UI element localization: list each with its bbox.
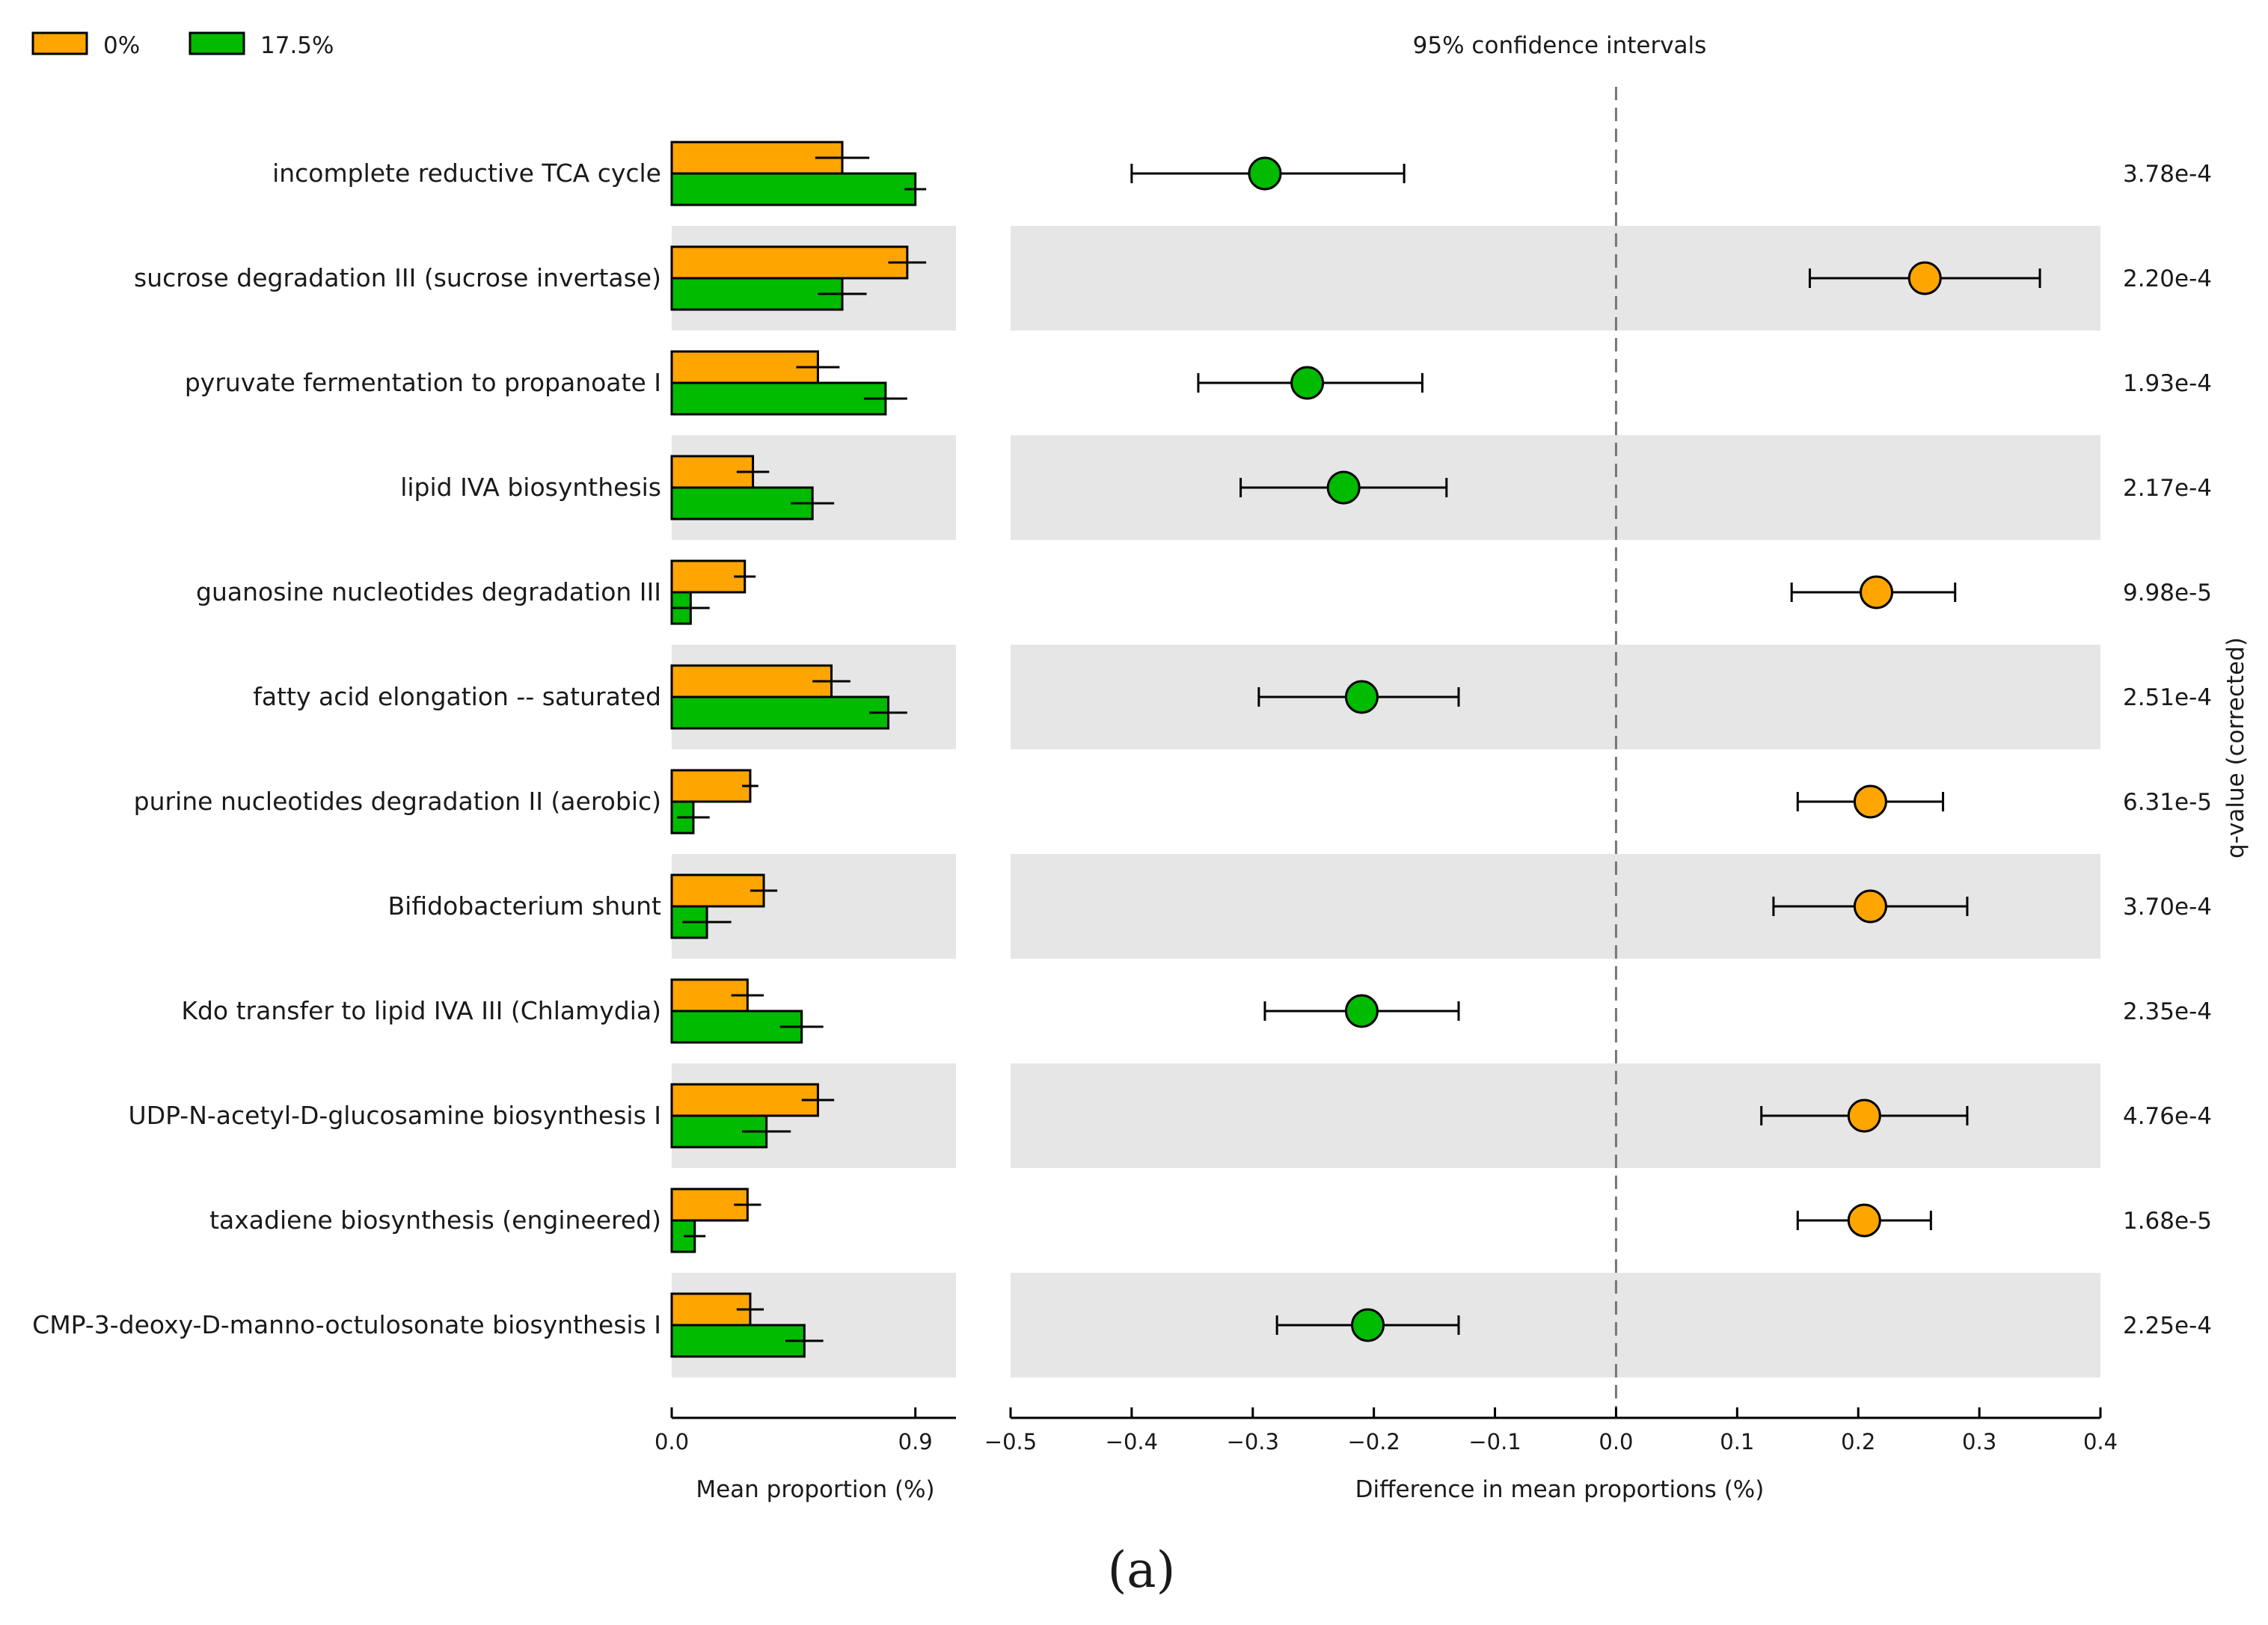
q-value-label: 2.51e-4 [2123,684,2212,711]
right-x-axis-label: Difference in mean proportions (%) [1355,1476,1765,1503]
row-band-right [1011,1273,2100,1377]
bar-0pct [670,559,747,594]
difference-point [1290,366,1325,400]
bar-0pct [670,1083,819,1117]
pathway-label: Kdo transfer to lipid IVA III (Chlamydia… [181,996,661,1025]
bar-0pct [670,664,833,698]
difference-point [1248,156,1282,191]
row-labels: incomplete reductive TCA cycle 3.78e-4 suc… [32,159,2212,1339]
axes: 0.0 0.9 −0.5 −0.4 −0.3 −0.2 −0.1 0.0 0.1 0.2 0.3 0.… [655,1407,2118,1454]
difference-point [1344,680,1379,714]
ci-title: 95% confidence intervals [1413,32,1707,59]
right-x-tick-label: 0.1 [1720,1429,1754,1454]
difference-point [1847,1099,1881,1133]
q-value-label: 3.70e-4 [2123,894,2212,921]
legend-swatch-0pct [31,31,88,55]
q-value-label: 3.78e-4 [2123,161,2212,188]
legend-swatch-17-5pct [189,31,245,55]
mean-proportion-bars [670,141,927,1358]
pathway-label: pyruvate fermentation to propanoate I [185,368,661,397]
bar-17-5pct [670,1324,806,1358]
left-x-tick-label: 0.9 [898,1429,933,1454]
pathway-label: sucrose degradation III (sucrose inverta… [134,263,661,292]
pathway-label: lipid IVA biosynthesis [400,473,661,502]
confidence-intervals [1130,156,2041,1342]
pathway-label: purine nucleotides degradation II (aerob… [134,787,661,816]
pathway-label: incomplete reductive TCA cycle [272,159,661,188]
difference-point [1907,261,1942,295]
q-value-label: 4.76e-4 [2123,1103,2212,1130]
pathway-label: Bifidobacterium shunt [388,891,662,921]
pathway-label: CMP-3-deoxy-D-manno-octulosonate biosynt… [32,1310,661,1339]
q-value-axis-label: q-value (corrected) [2222,637,2249,858]
right-x-tick-label: −0.2 [1347,1429,1400,1454]
right-x-tick-label: 0.3 [1962,1429,1996,1454]
right-x-tick-label: −0.3 [1227,1429,1279,1454]
bar-0pct [670,1188,749,1222]
difference-point [1847,1203,1881,1238]
q-value-label: 2.17e-4 [2123,475,2212,502]
q-value-label: 1.93e-4 [2123,370,2212,397]
row-band-right [1011,645,2100,749]
right-x-tick-label: −0.1 [1468,1429,1521,1454]
bar-17-5pct [670,172,917,206]
right-x-tick-label: 0.2 [1841,1429,1875,1454]
legend-label-0pct: 0% [103,32,140,59]
difference-point [1326,470,1361,505]
bar-0pct [670,350,819,384]
legend-label-17-5pct: 17.5% [260,32,334,59]
difference-point [1853,784,1887,819]
pathway-label: guanosine nucleotides degradation III [196,577,661,606]
left-x-tick-label: 0.0 [655,1429,689,1454]
row-band-right [1011,435,2100,540]
q-value-label: 1.68e-5 [2123,1208,2212,1235]
difference-point [1853,889,1887,924]
right-x-tick-label: 0.0 [1599,1429,1633,1454]
right-x-tick-label: −0.4 [1106,1429,1158,1454]
pathway-label: taxadiene biosynthesis (engineered) [209,1205,661,1235]
bar-0pct [670,141,844,175]
figure-caption: (a) [1108,1541,1176,1599]
bar-17-5pct [670,381,887,416]
left-x-axis-label: Mean proportion (%) [696,1476,934,1503]
difference-point [1351,1308,1385,1342]
bar-17-5pct [670,695,890,730]
right-x-tick-label: −0.5 [984,1429,1037,1454]
difference-point [1860,575,1894,609]
legend: 0% 17.5% [31,31,334,59]
difference-point [1344,994,1379,1028]
bar-17-5pct [670,486,814,520]
q-value-label: 9.98e-5 [2123,580,2212,606]
pathway-label: fatty acid elongation -- saturated [253,682,661,711]
pathway-label: UDP-N-acetyl-D-glucosamine biosynthesis … [129,1101,661,1130]
bar-0pct [670,873,765,908]
q-value-label: 2.20e-4 [2123,265,2212,292]
q-value-label: 2.35e-4 [2123,998,2212,1025]
q-value-label: 6.31e-5 [2123,789,2212,816]
q-value-label: 2.25e-4 [2123,1312,2212,1339]
bar-17-5pct [670,277,844,311]
bar-0pct [670,769,752,803]
right-x-tick-label: 0.4 [2083,1429,2118,1454]
bar-0pct [670,245,909,280]
